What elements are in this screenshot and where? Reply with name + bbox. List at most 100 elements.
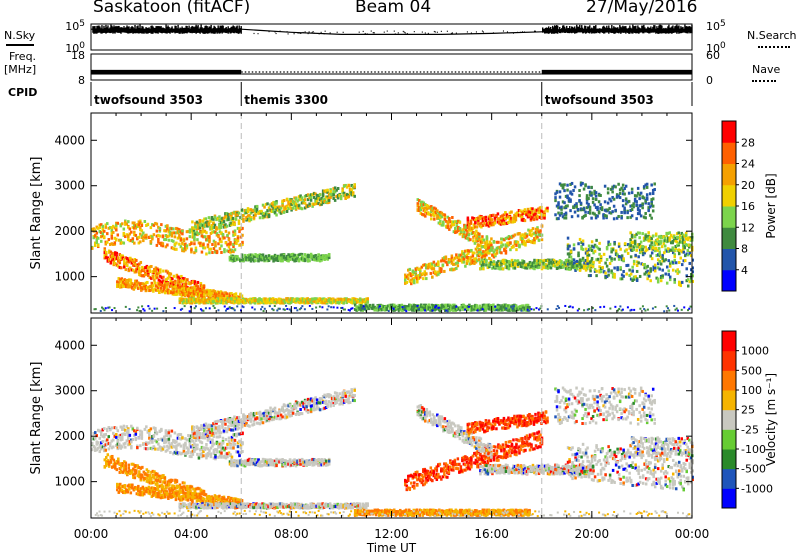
echo-cell [238, 227, 241, 231]
echo-cell [286, 297, 290, 301]
echo-cell [226, 299, 230, 303]
echo-cell [212, 230, 216, 234]
echo-cell [144, 289, 148, 293]
nsky-noise-bar [130, 27, 132, 34]
echo-cell [141, 287, 145, 291]
echo-cell [473, 251, 476, 255]
echo-cell [469, 238, 472, 242]
echo-cell [206, 245, 210, 249]
echo-cell [173, 291, 176, 295]
nsky-noise-bar [114, 26, 116, 34]
echo-cell [590, 240, 594, 244]
echo-cell [271, 297, 275, 301]
echo-cell [607, 240, 610, 244]
echo-cell [140, 224, 144, 228]
echo-cell [619, 277, 622, 281]
echo-cell [679, 281, 682, 285]
echo-cell [610, 247, 613, 251]
echo-cell [605, 247, 609, 251]
echo-cell [258, 297, 261, 301]
echo-cell [193, 285, 197, 289]
nsky-noise-bar [165, 24, 167, 34]
echo-cell [422, 213, 426, 217]
echo-cell [327, 196, 331, 200]
echo-cell [236, 295, 239, 299]
echo-cell [225, 212, 229, 216]
echo-cell [619, 255, 622, 259]
echo-cell [542, 265, 545, 269]
echo-cell [443, 269, 446, 273]
echo-cell [504, 236, 508, 240]
echo-cell [432, 306, 435, 310]
echo-cell [166, 243, 169, 247]
nsky-noise-bar [197, 25, 199, 33]
echo-cell [326, 197, 329, 201]
echo-cell [266, 212, 269, 216]
echo-cell [105, 255, 108, 259]
echo-cell [359, 304, 363, 308]
echo-cell [417, 274, 421, 278]
echo-cell [650, 257, 654, 261]
echo-cell [478, 244, 481, 248]
echo-cell [511, 220, 515, 224]
echo-cell [195, 227, 199, 231]
echo-cell [495, 246, 499, 250]
echo-cell [431, 264, 434, 268]
echo-cell [674, 261, 678, 265]
echo-cell [324, 195, 328, 199]
nsearch-dot [373, 32, 375, 34]
echo-cell [531, 207, 534, 211]
echo-cell [319, 297, 323, 301]
nsky-noise-bar [209, 26, 211, 33]
echo-cell [513, 242, 517, 246]
echo-cell [465, 249, 469, 253]
echo-cell [185, 246, 189, 250]
echo-cell [290, 208, 293, 212]
echo-cell [455, 230, 459, 234]
echo-cell [162, 279, 165, 283]
echo-cell [249, 297, 252, 301]
echo-cell [228, 221, 232, 225]
echo-cell [175, 241, 178, 245]
echo-cell [220, 244, 223, 248]
nsky-noise-bar [670, 27, 672, 34]
echo-cell [352, 299, 356, 303]
echo-cell [103, 229, 106, 233]
echo-cell [112, 258, 116, 262]
echo-cell [197, 232, 201, 236]
echo-cell [664, 258, 667, 262]
echo-cell [488, 249, 492, 253]
echo-cell [275, 205, 278, 209]
echo-cell [129, 258, 132, 262]
echo-cell [327, 192, 331, 196]
echo-cell [165, 286, 169, 290]
echo-cell [520, 210, 524, 214]
echo-cell [245, 208, 248, 212]
nsky-noise-bar [119, 27, 121, 33]
echo-cell [505, 221, 509, 225]
echo-cell [336, 193, 340, 197]
echo-cell [560, 207, 563, 211]
echo-cell [184, 278, 188, 282]
echo-cell [311, 257, 314, 261]
echo-cell [416, 208, 420, 212]
echo-cell [317, 256, 320, 260]
echo-cell [237, 300, 240, 304]
echo-cell [332, 196, 335, 200]
echo-cell [616, 268, 619, 272]
nsky-noise-bar [216, 28, 218, 34]
echo-cell [136, 267, 140, 271]
echo-cell [341, 191, 344, 195]
nsky-noise-bar [569, 26, 571, 34]
echo-cell [471, 251, 475, 255]
echo-cell [462, 304, 465, 308]
echo-cell [480, 307, 483, 311]
echo-cell [213, 300, 216, 304]
echo-cell [160, 223, 163, 227]
nsearch-dot [502, 30, 504, 32]
echo-cell [449, 268, 452, 272]
echo-cell [466, 236, 469, 240]
echo-cell [496, 217, 500, 221]
echo-cell [206, 238, 210, 242]
echo-cell [120, 280, 124, 284]
